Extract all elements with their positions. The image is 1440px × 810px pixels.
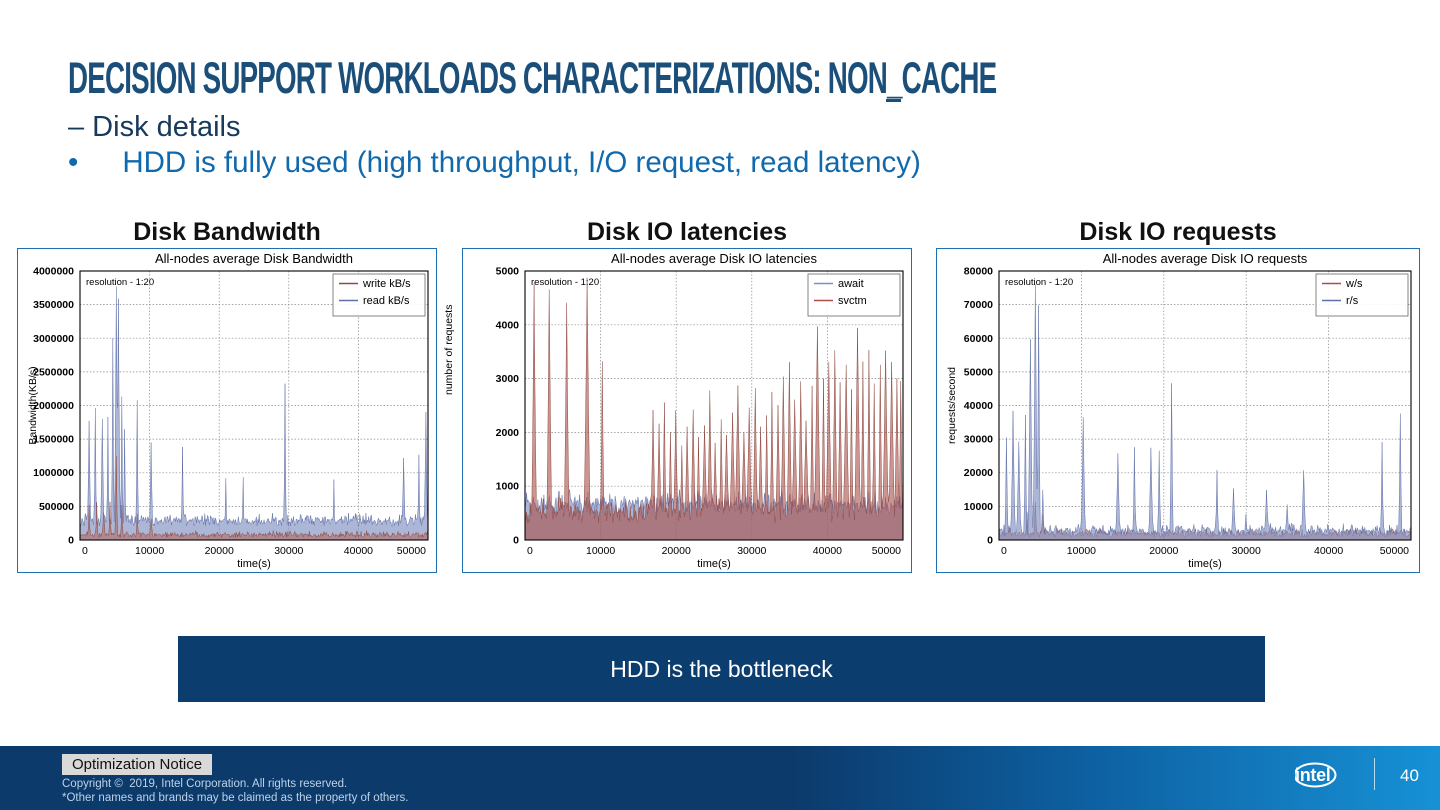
svg-text:0: 0 (82, 545, 88, 557)
svg-text:2000: 2000 (496, 427, 520, 439)
svg-text:10000: 10000 (964, 501, 993, 513)
svg-text:time(s): time(s) (1188, 558, 1222, 570)
svg-text:20000: 20000 (1149, 545, 1178, 557)
svg-text:0: 0 (987, 535, 993, 547)
svg-text:4000000: 4000000 (33, 266, 74, 278)
svg-text:50000: 50000 (964, 366, 993, 378)
svg-text:3000000: 3000000 (33, 333, 74, 345)
svg-text:0: 0 (1001, 545, 1007, 557)
svg-text:0: 0 (68, 535, 74, 547)
svg-text:50000: 50000 (397, 545, 426, 557)
svg-text:40000: 40000 (813, 545, 842, 557)
svg-text:30000: 30000 (964, 434, 993, 446)
svg-text:write kB/s: write kB/s (362, 278, 411, 290)
svg-text:1000000: 1000000 (33, 467, 74, 479)
svg-text:30000: 30000 (737, 545, 766, 557)
svg-text:40000: 40000 (964, 400, 993, 412)
svg-text:resolution - 1:20: resolution - 1:20 (1005, 277, 1073, 288)
svg-text:requests/second: requests/second (946, 367, 958, 444)
svg-text:50000: 50000 (872, 545, 901, 557)
svg-text:30000: 30000 (274, 545, 303, 557)
svg-text:500000: 500000 (39, 501, 74, 513)
svg-text:20000: 20000 (964, 467, 993, 479)
svg-text:20000: 20000 (205, 545, 234, 557)
svg-text:time(s): time(s) (697, 558, 731, 570)
svg-text:10000: 10000 (1067, 545, 1096, 557)
svg-text:resolution - 1:20: resolution - 1:20 (86, 277, 154, 288)
svg-text:2500000: 2500000 (33, 366, 74, 378)
svg-text:50000: 50000 (1380, 545, 1409, 557)
svg-text:4000: 4000 (496, 319, 520, 331)
svg-text:30000: 30000 (1232, 545, 1261, 557)
svg-text:5000: 5000 (496, 266, 520, 278)
svg-text:intel: intel (1295, 765, 1331, 785)
svg-text:40000: 40000 (1314, 545, 1343, 557)
svg-text:w/s: w/s (1345, 278, 1363, 290)
svg-text:await: await (838, 278, 864, 290)
svg-text:Bandwidth(KB/s): Bandwidth(KB/s) (27, 366, 39, 444)
svg-text:10000: 10000 (586, 545, 615, 557)
svg-text:3000: 3000 (496, 373, 520, 385)
svg-text:r/s: r/s (1346, 295, 1359, 307)
svg-text:1000: 1000 (496, 481, 520, 493)
svg-text:2000000: 2000000 (33, 400, 74, 412)
svg-text:0: 0 (527, 545, 533, 557)
svg-text:20000: 20000 (662, 545, 691, 557)
svg-text:time(s): time(s) (237, 558, 271, 570)
svg-text:3500000: 3500000 (33, 299, 74, 311)
svg-text:1500000: 1500000 (33, 434, 74, 446)
svg-text:60000: 60000 (964, 333, 993, 345)
svg-text:All-nodes average Disk IO requ: All-nodes average Disk IO requests (1103, 251, 1308, 266)
svg-text:read kB/s: read kB/s (363, 295, 410, 307)
svg-text:10000: 10000 (135, 545, 164, 557)
svg-text:All-nodes average Disk Bandwid: All-nodes average Disk Bandwidth (155, 251, 353, 266)
svg-text:40000: 40000 (344, 545, 373, 557)
svg-text:resolution - 1:20: resolution - 1:20 (531, 277, 599, 288)
svg-text:svctm: svctm (838, 295, 867, 307)
svg-text:0: 0 (513, 535, 519, 547)
svg-text:80000: 80000 (964, 266, 993, 278)
svg-text:All-nodes average Disk IO late: All-nodes average Disk IO latencies (611, 251, 817, 266)
svg-text:70000: 70000 (964, 299, 993, 311)
